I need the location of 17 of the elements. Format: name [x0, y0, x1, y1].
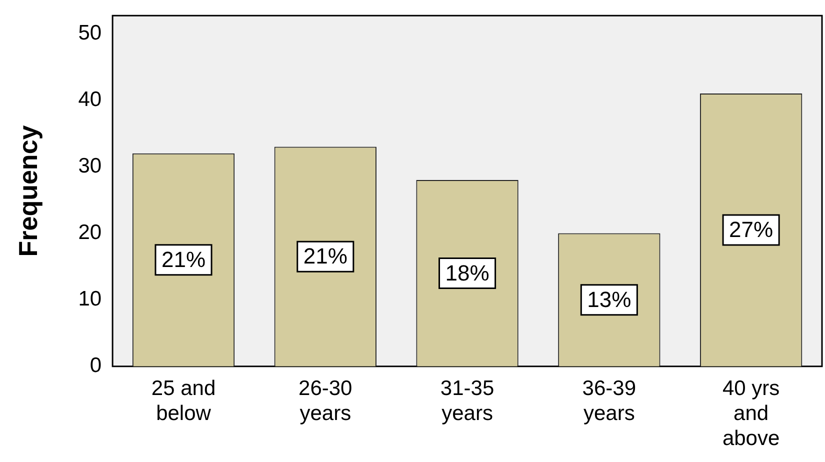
annotation: 18% — [445, 260, 490, 286]
x-tick-label: 31-35 years — [440, 376, 494, 425]
annotation: 21% — [161, 246, 206, 272]
x-tick-label: 26-30 years — [298, 376, 352, 425]
x-tick-label: 25 and below — [151, 376, 216, 425]
x-tick-label: 36-39 years — [582, 376, 636, 425]
x-tick-label: 40 yrs and above — [722, 376, 780, 450]
y-tick-label: 20 — [78, 221, 102, 244]
y-tick-label: 30 — [78, 154, 102, 178]
annotation: 21% — [303, 244, 348, 269]
annotation: 27% — [729, 217, 774, 242]
y-tick-label: 0 — [90, 354, 102, 378]
annotation: 13% — [587, 286, 632, 312]
y-tick-label: 40 — [78, 88, 102, 111]
y-tick-label: 50 — [78, 21, 102, 44]
y-axis-title: Frequency — [12, 124, 43, 257]
y-tick-label: 10 — [78, 288, 102, 311]
